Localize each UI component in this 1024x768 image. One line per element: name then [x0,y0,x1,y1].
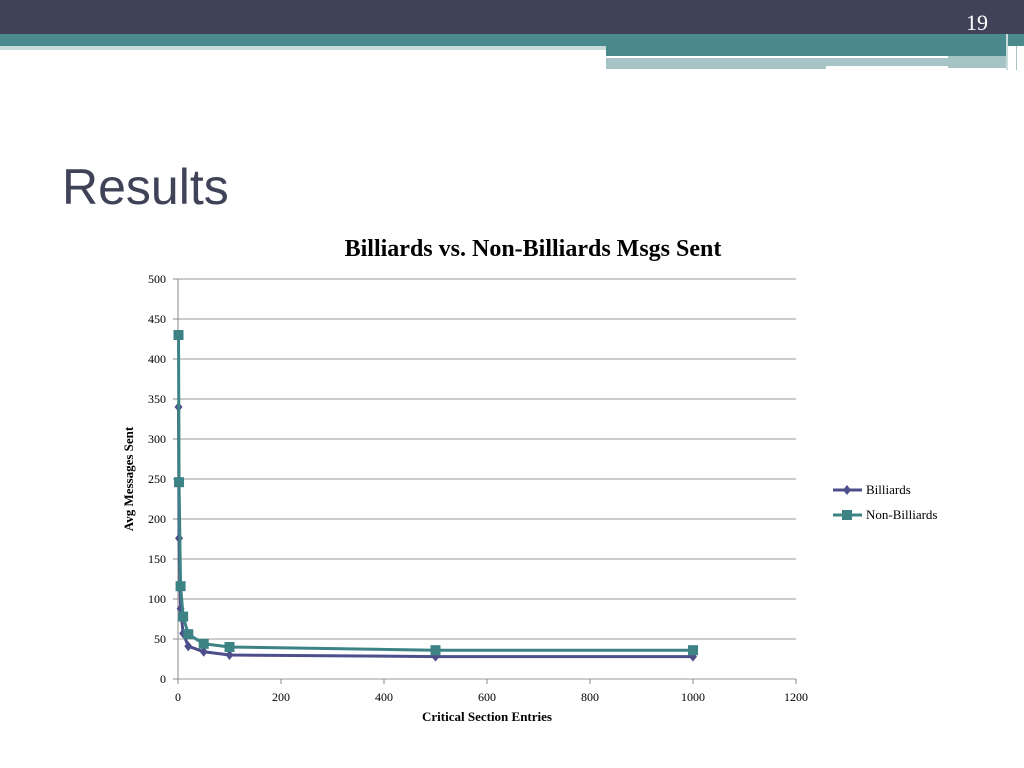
non-billiards-point [224,642,235,652]
decor-line [1006,34,1008,70]
y-tick-label: 150 [148,552,166,566]
non-billiards-point [688,645,698,656]
x-tick-label: 800 [581,690,599,704]
y-tick-label: 500 [148,272,166,286]
x-tick-label: 400 [375,690,393,704]
decor-stripe [606,56,948,58]
x-tick-label: 200 [272,690,290,704]
y-tick-label: 200 [148,512,166,526]
x-tick-label: 1200 [784,690,808,704]
x-tick-label: 1000 [681,690,705,704]
non-billiards-point [183,629,194,640]
billiards-point [199,646,208,657]
legend-label-billiards: Billiards [866,482,911,497]
billiards-point [184,641,193,652]
y-tick-label: 100 [148,592,166,606]
teal-block [606,46,1006,56]
y-tick-label: 50 [154,632,166,646]
x-axis-label: Critical Section Entries [422,709,552,724]
teal-band [0,34,1024,46]
y-tick-label: 0 [160,672,166,686]
y-tick-label: 450 [148,312,166,326]
light-band [0,46,606,50]
x-tick-label: 0 [175,690,181,704]
non-billiards-point [174,477,185,488]
billiards-point [225,650,234,660]
legend-label-non-billiards: Non-Billiards [866,507,938,522]
billiards-series [174,402,697,662]
y-tick-label: 250 [148,472,166,486]
y-axis-label: Avg Messages Sent [121,426,136,531]
chart-title: Billiards vs. Non-Billiards Msgs Sent [345,236,722,262]
legend: Billiards Non-Billiards [833,482,938,522]
non-billiards-series [173,330,698,656]
decor-stripe [606,58,948,66]
non-billiards-point [198,638,209,649]
legend-marker-non-billiards [842,510,852,520]
legend-marker-billiards [843,485,851,495]
y-tick-label: 350 [148,392,166,406]
decor-block [948,56,1006,68]
x-tick-label: 600 [478,690,496,704]
y-tick-label: 300 [148,432,166,446]
y-tick-label: 400 [148,352,166,366]
slide-number: 19 [966,10,988,35]
non-billiards-point [430,645,441,656]
non-billiards-point [175,581,186,592]
non-billiards-point [173,330,184,340]
decor-stripe [606,66,826,69]
non-billiards-line [177,334,693,652]
decor-line [1016,46,1017,70]
billiards-line [177,406,693,659]
top-banner [0,0,1024,34]
slide-title: Results [62,159,229,215]
non-billiards-point [178,611,189,622]
